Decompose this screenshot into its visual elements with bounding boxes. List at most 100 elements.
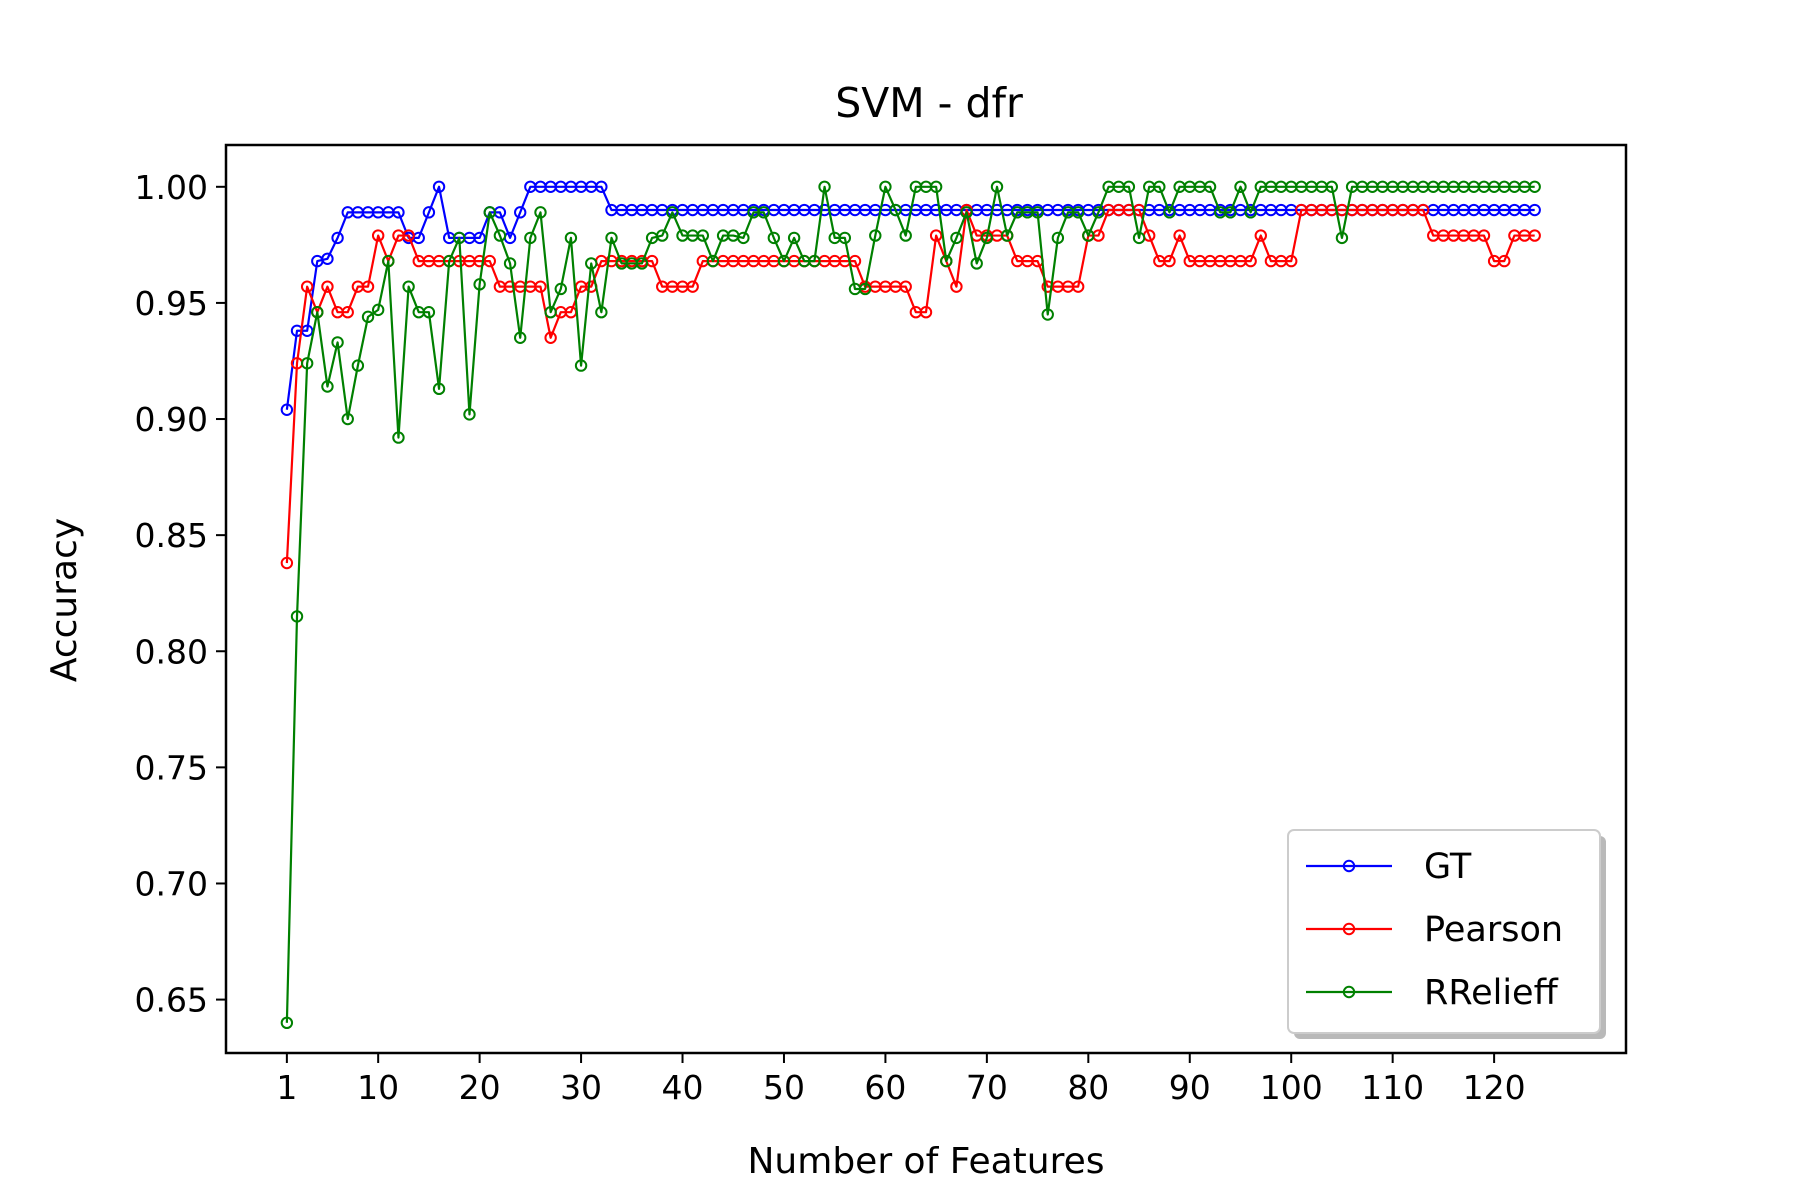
data-point — [422, 306, 436, 319]
data-point — [787, 231, 801, 245]
y-tick-label: 0.70 — [135, 864, 208, 903]
legend: GT Pearson RRelieff — [1287, 829, 1606, 1039]
data-point — [1132, 231, 1146, 245]
data-point — [1244, 254, 1257, 268]
series-layer — [280, 180, 1541, 1030]
data-point — [960, 206, 973, 219]
data-point — [351, 359, 365, 372]
data-point — [980, 231, 994, 245]
data-point — [321, 252, 334, 265]
data-point — [382, 254, 395, 268]
data-point — [767, 231, 781, 245]
data-point — [1244, 206, 1257, 219]
data-point — [514, 331, 527, 344]
data-point — [311, 306, 324, 319]
x-tick-label: 30 — [560, 1068, 602, 1107]
data-point — [919, 306, 933, 319]
legend-marker-gt — [1342, 859, 1356, 873]
data-point — [950, 231, 963, 245]
data-point — [899, 229, 912, 242]
x-tick-label: 90 — [1169, 1068, 1211, 1107]
data-point — [1163, 206, 1176, 219]
data-point — [1498, 254, 1511, 268]
legend-marker-pearson — [1342, 922, 1356, 936]
data-point — [818, 180, 831, 194]
data-point — [564, 231, 578, 245]
data-point — [595, 306, 608, 319]
data-point — [341, 412, 354, 426]
data-point — [300, 357, 314, 370]
data-point — [280, 1016, 294, 1030]
data-point — [950, 280, 963, 293]
data-point — [1041, 308, 1054, 321]
data-point — [990, 180, 1004, 194]
x-tick-label: 40 — [662, 1068, 704, 1107]
data-point — [1528, 203, 1541, 217]
y-tick-label: 0.80 — [135, 632, 208, 671]
plot-frame — [224, 143, 1628, 1055]
data-point — [544, 306, 557, 319]
legend-items: GT Pearson RRelieff — [1306, 847, 1563, 1013]
data-point — [889, 203, 902, 217]
data-point — [331, 231, 344, 245]
data-point — [929, 229, 943, 242]
x-axis: 1 10 20 30 40 50 60 70 80 90 100 110 120 — [276, 1053, 1526, 1107]
data-point — [656, 229, 669, 242]
x-tick-label: 70 — [966, 1068, 1008, 1107]
data-point — [1163, 254, 1176, 268]
x-tick-label: 10 — [357, 1068, 399, 1107]
data-point — [858, 282, 872, 296]
x-tick-label: 110 — [1361, 1068, 1424, 1107]
data-point — [1528, 229, 1541, 242]
data-point — [1285, 254, 1298, 268]
data-point — [453, 231, 466, 245]
data-point — [899, 280, 912, 293]
data-point — [392, 206, 405, 219]
y-tick-label: 0.75 — [135, 748, 208, 787]
data-point — [442, 254, 456, 268]
data-point — [1031, 206, 1044, 219]
y-tick-label: 0.95 — [135, 284, 208, 323]
data-point — [605, 231, 618, 245]
x-tick-label: 80 — [1067, 1068, 1109, 1107]
data-point — [361, 310, 375, 324]
data-point — [1071, 280, 1085, 293]
data-point — [473, 278, 486, 291]
data-point — [280, 403, 294, 416]
y-tick-label: 0.65 — [135, 981, 208, 1020]
data-point — [777, 254, 791, 268]
data-point — [514, 206, 527, 219]
data-point — [422, 206, 436, 219]
data-point — [534, 206, 547, 219]
legend-label-rrelieff: RRelieff — [1424, 973, 1559, 1013]
y-tick-label: 0.90 — [135, 400, 208, 439]
data-point — [493, 229, 507, 242]
y-tick-label: 0.85 — [135, 516, 208, 555]
data-point — [1335, 231, 1349, 245]
data-point — [1325, 180, 1339, 194]
data-point — [970, 257, 983, 270]
data-point — [361, 280, 375, 293]
data-point — [534, 280, 547, 293]
data-point — [1122, 180, 1136, 194]
legend-box — [1287, 829, 1601, 1034]
data-point — [1224, 206, 1237, 219]
data-point — [1528, 180, 1541, 194]
data-point — [473, 231, 486, 245]
data-point — [595, 180, 608, 194]
data-point — [1416, 203, 1430, 217]
data-point — [483, 254, 496, 268]
data-point — [635, 257, 649, 270]
data-point — [331, 336, 344, 349]
legend-label-pearson: Pearson — [1424, 910, 1563, 950]
data-point — [463, 408, 476, 421]
data-point — [321, 280, 334, 293]
legend-marker-rrelieff — [1342, 985, 1356, 999]
y-axis-label: Accuracy — [44, 518, 85, 682]
x-tick-label: 20 — [459, 1068, 501, 1107]
data-point — [757, 206, 770, 219]
data-point — [371, 229, 385, 242]
data-point — [869, 229, 882, 242]
data-point — [706, 254, 720, 268]
data-point — [1477, 229, 1491, 242]
